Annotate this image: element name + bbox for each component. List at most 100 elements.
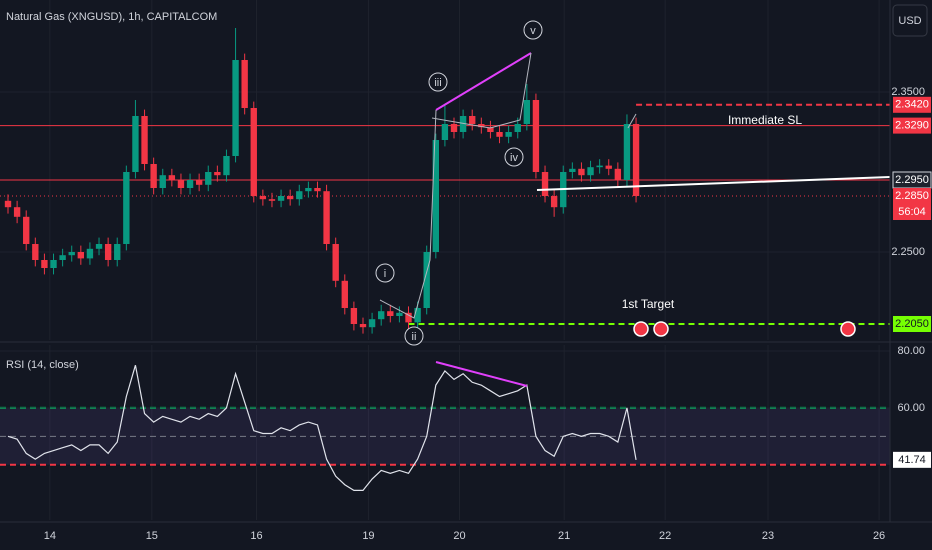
candle-body [132, 116, 139, 172]
candle-body [350, 308, 358, 324]
x-tick-label: 19 [362, 530, 374, 542]
candle-body [514, 124, 521, 132]
chart-title: Natural Gas (XNGUSD), 1h, CAPITALCOM [6, 11, 217, 23]
candle-body [32, 244, 39, 260]
candle-body [487, 127, 494, 132]
candle-body [578, 168, 585, 176]
candle-body [141, 116, 148, 164]
countdown: 56:04 [898, 206, 926, 218]
level-note: Immediate SL [728, 113, 802, 127]
candle-body [4, 200, 12, 208]
candle-body [268, 199, 276, 201]
divergence-line [435, 52, 532, 111]
candle-body [114, 244, 121, 260]
countdown-box [893, 204, 931, 220]
candle-body [341, 280, 348, 308]
candle-body [332, 244, 339, 281]
candle-body [50, 260, 57, 268]
y-tick-label: 60.00 [897, 402, 925, 414]
wave-circle [523, 20, 543, 40]
price-label: 2.3290 [895, 120, 929, 132]
candle-body [286, 196, 294, 200]
x-tick-label: 23 [762, 530, 774, 542]
x-tick-label: 26 [873, 530, 885, 542]
rsi-value-box [893, 451, 931, 468]
candle-body [59, 255, 66, 260]
candle-body [77, 252, 85, 259]
candle-body [605, 165, 612, 169]
candle-body [68, 252, 75, 256]
price-label: 2.2850 [895, 190, 929, 202]
event-flag[interactable] [633, 321, 649, 337]
candle-body [41, 260, 48, 268]
x-tick-label: 16 [250, 530, 262, 542]
candle-body [86, 248, 94, 259]
candle-body [159, 175, 166, 188]
wave-circle [404, 326, 424, 346]
wave-circle [504, 147, 524, 167]
y-tick-label: 2.3500 [891, 86, 925, 98]
wave-label: iv [510, 152, 518, 164]
y-tick-label: 2.2500 [891, 246, 925, 258]
candle-body [277, 196, 285, 201]
candle-body [205, 172, 212, 185]
candle-body [123, 172, 130, 244]
price-label: 2.2950 [895, 174, 929, 186]
wave-line [627, 113, 637, 129]
wave-circle [428, 72, 448, 92]
candle-body [223, 156, 230, 176]
candle-body [95, 244, 103, 249]
candle-body [195, 180, 203, 185]
candle-body [259, 196, 267, 200]
marks-layer [4, 28, 640, 492]
price-label: 2.3420 [895, 99, 929, 111]
candle-body [359, 324, 367, 328]
candle-body [596, 165, 603, 168]
candle-body [387, 311, 394, 316]
event-flag[interactable] [653, 321, 669, 337]
candle-body [378, 311, 385, 320]
wave-label: v [530, 25, 536, 37]
y-tick-label: 80.00 [897, 345, 925, 357]
currency-button[interactable] [892, 4, 928, 37]
rsi-divergence-line [435, 361, 528, 387]
candle-body [587, 167, 594, 176]
candle-body [250, 108, 257, 196]
candle-body [423, 252, 430, 308]
candle-body [150, 164, 157, 188]
wave-circle [375, 263, 395, 283]
event-flag[interactable] [840, 321, 856, 337]
price-label-box [893, 316, 931, 332]
candle-body [168, 175, 176, 180]
candle-body [368, 319, 376, 328]
wave-line [431, 52, 532, 129]
candle-body [532, 100, 540, 172]
candle-body [523, 100, 531, 124]
candle-body [569, 168, 576, 172]
candle-body [23, 216, 30, 244]
wave-label: i [384, 268, 386, 280]
candle-body [623, 124, 631, 180]
wave-label: ii [412, 331, 417, 343]
level-note: 1st Target [622, 297, 675, 311]
x-tick-label: 15 [146, 530, 158, 542]
candle-body [405, 312, 412, 323]
wave-label: iii [434, 77, 441, 89]
price-label-box [893, 96, 931, 113]
candle-body [314, 188, 321, 192]
x-tick-label: 14 [44, 530, 56, 542]
candle-body [469, 116, 476, 124]
price-label: 2.2050 [895, 318, 929, 330]
candle-body [232, 60, 239, 156]
rsi-title: RSI (14, close) [6, 359, 79, 371]
rsi-value-label: 41.74 [898, 454, 926, 466]
candle-body [450, 124, 458, 132]
candle-body [432, 140, 439, 252]
candle-body [305, 188, 312, 192]
trend-line [536, 176, 891, 191]
candle-body [13, 207, 21, 217]
candle-body [414, 308, 421, 323]
